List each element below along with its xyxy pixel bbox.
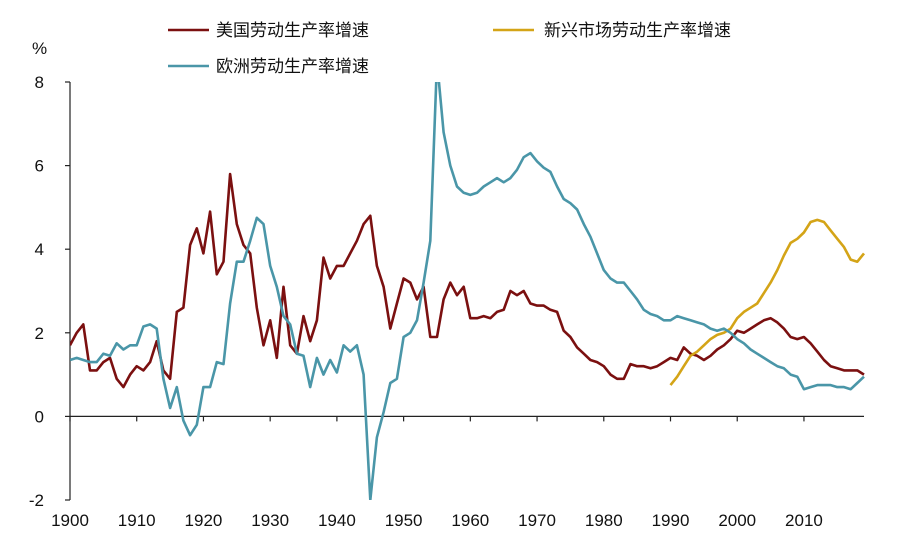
x-tick-label: 1990 [652,511,690,530]
x-tick-label: 1960 [451,511,489,530]
x-tick-label: 1910 [118,511,156,530]
y-axis-unit: % [32,39,47,58]
y-tick-label: 4 [35,240,44,259]
series-line-emerging [669,218,866,386]
y-tick-label: 0 [35,407,44,426]
axes: -2 0 2 4 6 8 1900 1910 1920 1930 1940 1950 1960 1970 1… [29,73,864,530]
x-tick-label: 2000 [718,511,756,530]
legend: 美国劳动生产率增速 新兴市场劳动生产率增速 欧洲劳动生产率增速 [168,21,731,77]
x-tick-label: 1970 [518,511,556,530]
x-tick-label: 1920 [185,511,223,530]
series-line-europe [70,82,865,500]
legend-label-emerging: 新兴市场劳动生产率增速 [544,21,731,41]
y-tick-label: 2 [35,324,44,343]
legend-item-europe: 欧洲劳动生产率增速 [168,57,369,77]
x-tick-label: 2010 [785,511,823,530]
legend-label-us: 美国劳动生产率增速 [216,21,369,41]
legend-item-emerging: 新兴市场劳动生产率增速 [493,21,731,41]
y-tick-label: 8 [35,73,44,92]
series-lines [70,82,866,500]
x-tick-label: 1900 [51,511,89,530]
legend-item-us: 美国劳动生产率增速 [168,21,369,41]
series-line-us [70,172,865,389]
y-tick-label: 6 [35,157,44,176]
legend-label-europe: 欧洲劳动生产率增速 [216,57,369,77]
x-tick-label: 1940 [318,511,356,530]
x-tick-label: 1950 [385,511,423,530]
x-tick-label: 1930 [251,511,289,530]
x-tick-label: 1980 [585,511,623,530]
y-tick-label: -2 [29,491,44,510]
